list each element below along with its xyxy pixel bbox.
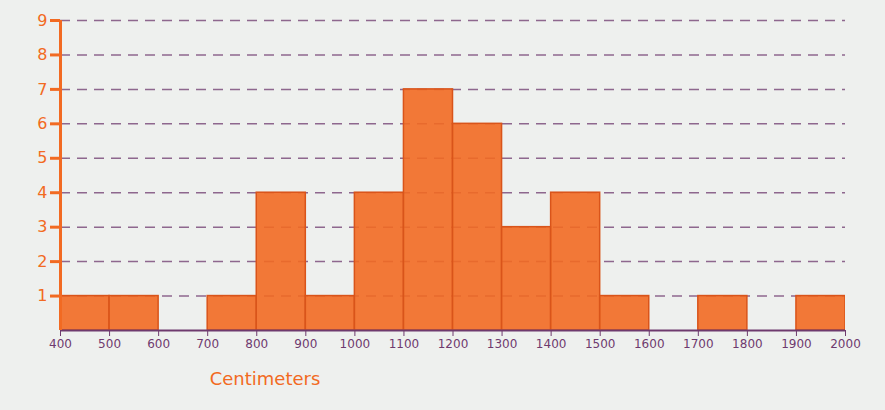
svg-text:1300: 1300 bbox=[487, 337, 518, 351]
svg-text:8: 8 bbox=[37, 45, 47, 64]
svg-text:800: 800 bbox=[245, 337, 268, 351]
svg-text:4: 4 bbox=[37, 183, 47, 202]
svg-text:500: 500 bbox=[98, 337, 121, 351]
svg-text:7: 7 bbox=[37, 80, 47, 99]
svg-text:1400: 1400 bbox=[536, 337, 567, 351]
svg-text:1500: 1500 bbox=[585, 337, 616, 351]
svg-text:1200: 1200 bbox=[438, 337, 469, 351]
svg-text:1100: 1100 bbox=[389, 337, 420, 351]
svg-text:6: 6 bbox=[37, 114, 47, 133]
svg-text:1700: 1700 bbox=[683, 337, 714, 351]
svg-text:5: 5 bbox=[37, 148, 47, 167]
svg-text:3: 3 bbox=[37, 217, 47, 236]
svg-text:2: 2 bbox=[37, 252, 47, 271]
svg-text:Centimeters: Centimeters bbox=[210, 368, 321, 389]
svg-text:900: 900 bbox=[294, 337, 317, 351]
svg-text:700: 700 bbox=[196, 337, 219, 351]
svg-text:1600: 1600 bbox=[634, 337, 665, 351]
svg-text:9: 9 bbox=[37, 11, 47, 30]
svg-text:1: 1 bbox=[37, 286, 47, 305]
svg-text:2000: 2000 bbox=[830, 337, 861, 351]
svg-text:600: 600 bbox=[147, 337, 170, 351]
svg-text:1000: 1000 bbox=[340, 337, 371, 351]
svg-text:1900: 1900 bbox=[781, 337, 812, 351]
svg-text:1800: 1800 bbox=[732, 337, 763, 351]
svg-text:400: 400 bbox=[49, 337, 72, 351]
